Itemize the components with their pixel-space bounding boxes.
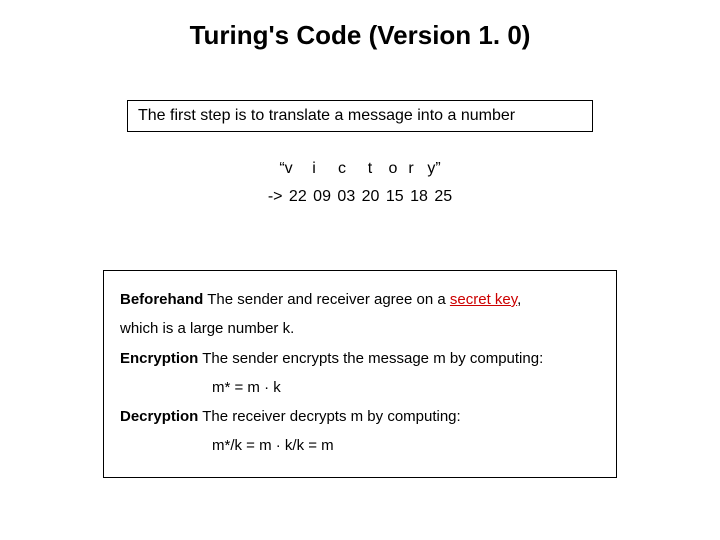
decryption-formula: m*/k = m · k/k = m xyxy=(120,431,600,460)
decryption-text: The receiver decrypts m by computing: xyxy=(198,408,460,425)
slide: Turing's Code (Version 1. 0) The first s… xyxy=(0,0,720,540)
encryption-formula: m* = m · k xyxy=(120,373,600,402)
beforehand-line2: which is a large number k. xyxy=(120,314,600,343)
mapping-row: -> 22 09 03 20 15 18 25 xyxy=(0,188,720,206)
step-box: The first step is to translate a message… xyxy=(127,100,593,132)
letter-v: “v xyxy=(272,160,300,178)
letter-o: o xyxy=(384,160,402,178)
encryption-label: Encryption xyxy=(120,350,198,367)
letter-t: t xyxy=(356,160,384,178)
beforehand-label: Beforehand xyxy=(120,291,203,308)
letter-r: r xyxy=(402,160,420,178)
decryption-label: Decryption xyxy=(120,408,198,425)
secret-key-text: secret key xyxy=(450,291,517,308)
beforehand-text-2: , xyxy=(517,291,521,308)
encryption-line: Encryption The sender encrypts the messa… xyxy=(120,344,600,373)
letter-i: i xyxy=(300,160,328,178)
letters-row: “victory” xyxy=(0,160,720,178)
slide-title: Turing's Code (Version 1. 0) xyxy=(0,20,720,51)
letter-y: y” xyxy=(420,160,448,178)
beforehand-line1: Beforehand The sender and receiver agree… xyxy=(120,285,600,314)
beforehand-text-1: The sender and receiver agree on a xyxy=(203,291,450,308)
description-box: Beforehand The sender and receiver agree… xyxy=(103,270,617,478)
letter-c: c xyxy=(328,160,356,178)
decryption-line: Decryption The receiver decrypts m by co… xyxy=(120,402,600,431)
encryption-text: The sender encrypts the message m by com… xyxy=(198,350,543,367)
